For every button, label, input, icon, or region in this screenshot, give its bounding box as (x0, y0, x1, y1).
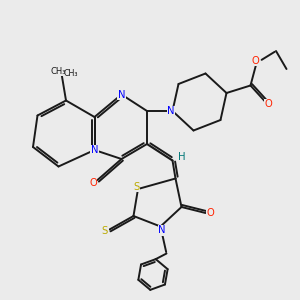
Text: O: O (265, 99, 272, 110)
Text: N: N (91, 145, 98, 155)
Text: CH₃: CH₃ (64, 69, 78, 78)
Text: O: O (89, 178, 97, 188)
Text: O: O (206, 208, 214, 218)
Text: H: H (178, 152, 185, 162)
Text: N: N (118, 89, 125, 100)
Text: CH₃: CH₃ (51, 67, 67, 76)
Text: S: S (102, 226, 108, 236)
Text: O: O (251, 56, 259, 66)
Text: N: N (167, 106, 175, 116)
Text: S: S (134, 182, 140, 192)
Text: N: N (158, 225, 166, 235)
